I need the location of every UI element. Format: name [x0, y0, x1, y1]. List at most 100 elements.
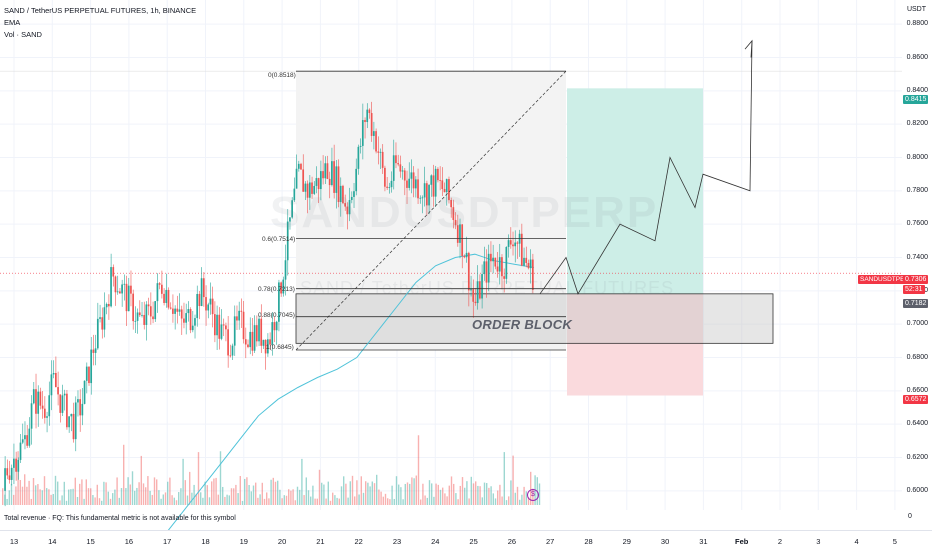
candle-body: [275, 321, 278, 331]
candle-body: [331, 161, 333, 186]
time-tick-label: 25: [469, 537, 478, 546]
volume-bar: [354, 496, 356, 505]
volume-bar: [312, 485, 314, 505]
time-tick-label: 31: [699, 537, 708, 546]
candle-body: [112, 267, 115, 277]
time-tick-label: 15: [86, 537, 95, 546]
volume-bar: [373, 483, 376, 505]
volume-bar: [409, 483, 411, 505]
volume-bar: [442, 487, 444, 505]
volume-bar: [277, 480, 279, 505]
candle-body: [381, 151, 384, 168]
volume-bar: [129, 484, 131, 505]
time-axis[interactable]: 13 14 15 16 17 18 19 20 21 22 23 24 25 26 27 28 29 30 31 Fe…: [0, 530, 932, 551]
volume-bar: [446, 496, 448, 505]
volume-bar: [424, 495, 426, 505]
chart-canvas[interactable]: SANDUSDTPERP SAND / TetherUS PERPETUAL F…: [0, 0, 902, 530]
volume-bar: [230, 488, 233, 505]
fib-level-1: 1(0.6845): [266, 344, 294, 351]
volume-bar: [402, 499, 404, 505]
candle-body: [359, 145, 362, 147]
volume-bar: [50, 494, 52, 505]
candle-body: [121, 284, 123, 294]
volume-bar: [193, 484, 195, 505]
price-tick-label: 0.7800: [906, 186, 928, 194]
candle-body: [8, 475, 11, 480]
price-tick-label: 0.7600: [906, 220, 928, 228]
candle-body: [163, 293, 165, 303]
volume-bar: [145, 487, 147, 505]
volume-bar: [112, 493, 114, 505]
candle-body: [490, 253, 492, 262]
volume-bar: [274, 481, 277, 505]
volume-bar: [233, 488, 235, 505]
candle-body: [512, 244, 514, 247]
volume-bar: [417, 435, 420, 505]
candle-body: [83, 380, 86, 404]
candle-body: [202, 278, 205, 298]
volume-bar: [169, 477, 171, 505]
candle-body: [50, 374, 53, 396]
time-tick-label: 28: [584, 537, 593, 546]
volume-bar: [52, 493, 54, 505]
currency-label: USDT: [906, 6, 926, 13]
time-tick-label: 23: [392, 537, 402, 546]
candle-body: [70, 413, 73, 417]
candle-body: [324, 163, 327, 179]
projection-path: [539, 40, 753, 295]
candle-body: [423, 183, 426, 198]
candle-body: [434, 168, 437, 197]
candle-body: [483, 261, 486, 275]
time-tick-label: 5: [892, 537, 897, 546]
volume-bar: [266, 492, 268, 505]
volume-bar: [120, 488, 123, 505]
candle-body: [218, 314, 221, 339]
candle-body: [465, 252, 468, 258]
volume-bar: [259, 494, 261, 505]
candle-body: [220, 324, 223, 339]
candle-body: [209, 298, 212, 305]
volume-bar: [246, 477, 248, 505]
volume-bar: [217, 494, 219, 505]
volume-bar: [398, 484, 400, 505]
ema-legend[interactable]: EMA: [4, 18, 21, 27]
volume-legend[interactable]: Vol · SAND: [4, 30, 42, 39]
volume-bar: [360, 476, 362, 505]
candle-body: [191, 325, 194, 331]
volume-bar: [334, 495, 336, 505]
price-axis[interactable]: USDT 0.8800 0.8600 0.8400 0.8200 0.8000 0.780…: [902, 0, 932, 530]
time-tick-label: 19: [239, 537, 248, 546]
volume-bar: [2, 488, 4, 505]
volume-bar: [105, 482, 107, 505]
volume-bar: [226, 494, 228, 505]
volume-bar: [472, 483, 475, 505]
volume-bar: [70, 489, 72, 505]
volume-bar: [433, 496, 435, 505]
candle-body: [149, 306, 152, 317]
candle-body: [342, 185, 344, 204]
price-tick-label: 0.8200: [906, 120, 928, 128]
volume-bar: [68, 489, 70, 505]
volume-bar: [323, 484, 325, 505]
dividend-event-icon[interactable]: $: [527, 489, 539, 501]
volume-bar: [158, 490, 160, 505]
volume-bar: [85, 479, 87, 505]
volume-bar: [516, 486, 519, 505]
volume-bar: [54, 475, 57, 505]
symbol-legend[interactable]: SAND / TetherUS PERPETUAL FUTURES, 1h, B…: [4, 6, 197, 15]
volume-bar: [109, 498, 112, 505]
volume-bar: [164, 492, 167, 505]
candle-body: [397, 163, 399, 165]
candle-body: [319, 171, 322, 190]
candle-body: [10, 467, 13, 480]
candle-body: [200, 278, 203, 307]
volume-bar: [149, 490, 151, 505]
candle-body: [105, 303, 108, 308]
candle-body: [414, 179, 417, 189]
time-tick-label: 20: [277, 537, 287, 546]
candle-body: [198, 293, 201, 307]
candle-body: [335, 166, 338, 193]
volume-bar: [24, 474, 26, 505]
price-tick-label: 0.6800: [906, 353, 928, 361]
candle-body: [13, 458, 15, 468]
